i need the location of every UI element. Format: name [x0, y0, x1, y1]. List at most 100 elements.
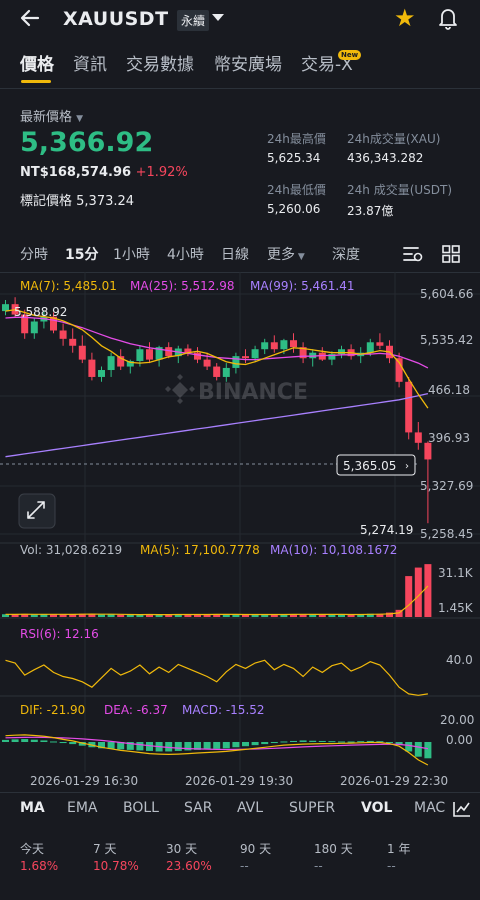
- current-price-value: 5,365.05: [343, 459, 396, 473]
- volume-bar: [414, 567, 422, 617]
- candle-body: [338, 349, 345, 355]
- macd-bar: [261, 742, 269, 745]
- indicator-ema[interactable]: EMA: [67, 800, 98, 816]
- indicator-tabs: MA EMA BOLL SAR AVL SUPER VOL MAC: [0, 800, 480, 822]
- interval-depth[interactable]: 深度: [332, 247, 360, 263]
- symbol-title[interactable]: XAUUSDT: [63, 8, 169, 30]
- rsi-legend: RSI(6): 12.16: [20, 627, 99, 641]
- macd-bar: [376, 741, 384, 743]
- last-price: 5,366.92: [20, 127, 154, 158]
- perf-90d: 90 天 --: [240, 840, 271, 873]
- macd-bar: [251, 742, 259, 746]
- candle-body: [251, 349, 259, 359]
- volume-bar: [261, 614, 269, 617]
- volume-bar: [386, 612, 393, 617]
- candle-body: [98, 370, 105, 377]
- macd-bar: [98, 742, 105, 749]
- macd-bar: [414, 742, 422, 757]
- tab-info[interactable]: 資訊: [73, 55, 107, 75]
- perf-today: 今天 1.68%: [20, 840, 58, 873]
- rsi-line: [5, 659, 428, 696]
- candle-body: [328, 354, 336, 360]
- back-arrow-icon[interactable]: [18, 6, 46, 32]
- volume-bar: [222, 614, 230, 617]
- candle-body: [184, 348, 192, 353]
- tab-binance-square[interactable]: 幣安廣場: [214, 55, 282, 75]
- macd-bar: [117, 742, 125, 750]
- candle-body: [203, 359, 211, 367]
- indicator-super[interactable]: SUPER: [289, 800, 336, 816]
- macd-bar: [424, 742, 432, 759]
- volume-bar: [251, 614, 259, 617]
- favorite-star-icon[interactable]: ★: [394, 4, 416, 32]
- candle-body: [395, 358, 403, 382]
- bell-icon[interactable]: [436, 5, 460, 31]
- tab-trading-data[interactable]: 交易數據: [126, 55, 194, 75]
- volume-bar: [290, 614, 297, 617]
- divider: [0, 88, 480, 89]
- perf-value: 23.60%: [166, 859, 212, 873]
- candle-body: [21, 314, 29, 334]
- indicator-vol[interactable]: VOL: [361, 800, 393, 816]
- volume-bar: [2, 614, 9, 617]
- volume-bar: [136, 614, 144, 617]
- dif-line: [5, 734, 429, 766]
- kline-chart[interactable]: BINANCE MA(7): 5,485.01 MA(25): 5,512.98…: [0, 272, 480, 772]
- candle-body: [290, 340, 297, 348]
- current-price-tag[interactable]: 5,365.05 ›: [336, 454, 416, 476]
- macd-bar: [318, 740, 326, 742]
- interval-more-label: 更多: [267, 247, 295, 263]
- candle-body: [318, 352, 326, 360]
- indicator-boll[interactable]: BOLL: [123, 800, 159, 816]
- indicator-ma[interactable]: MA: [20, 800, 45, 816]
- candle-body: [270, 342, 278, 350]
- caret-down-icon: ▼: [295, 252, 305, 262]
- macd-bar: [290, 740, 297, 742]
- interval-daily[interactable]: 日線: [221, 247, 249, 263]
- candle-body: [146, 349, 153, 360]
- interval-more[interactable]: 更多 ▼: [267, 244, 305, 264]
- candle-body: [126, 361, 134, 367]
- interval-15m[interactable]: 15分: [65, 247, 99, 263]
- tab-price[interactable]: 價格: [20, 55, 54, 75]
- chart-settings-icon[interactable]: [402, 244, 424, 268]
- perf-1y: 1 年 --: [387, 840, 410, 873]
- interval-line[interactable]: 分時: [20, 247, 48, 263]
- chart-grid: [0, 272, 480, 772]
- volume-bar: [40, 614, 48, 617]
- macd-bar: [11, 739, 19, 742]
- volume-legend: Vol: 31,028.6219: [20, 543, 122, 557]
- macd-axis-label: 20.00: [440, 713, 474, 727]
- perf-label: 180 天: [314, 842, 353, 856]
- volume-bar: [117, 614, 125, 617]
- volume-bar: [184, 614, 192, 617]
- candle-body: [232, 356, 240, 368]
- tab-trade-x[interactable]: 交易-X: [301, 55, 353, 75]
- fullscreen-button[interactable]: [18, 493, 56, 529]
- macd-bar: [232, 742, 240, 748]
- latest-price-label[interactable]: 最新價格 ▼: [20, 106, 83, 125]
- indicator-settings-icon[interactable]: [450, 800, 472, 822]
- indicator-macd[interactable]: MAC: [414, 800, 446, 816]
- volume-axis-label: 31.1K: [438, 566, 474, 580]
- macd-bar: [184, 742, 192, 751]
- indicator-sar[interactable]: SAR: [184, 800, 213, 816]
- volume-bar: [98, 614, 105, 617]
- layout-grid-icon[interactable]: [441, 244, 461, 268]
- macd-bar: [21, 739, 29, 742]
- volume-bar: [280, 614, 288, 617]
- indicator-avl[interactable]: AVL: [237, 800, 264, 816]
- candle-body: [213, 366, 221, 377]
- candle-body: [424, 442, 432, 460]
- perf-label: 30 天: [166, 842, 198, 856]
- volume-bar: [155, 614, 163, 617]
- candle-body: [50, 316, 57, 331]
- interval-4h[interactable]: 4小時: [167, 247, 204, 263]
- ma99-line: [5, 392, 429, 458]
- macd-bar: [59, 742, 67, 744]
- twd-price: NT$168,574.96: [20, 165, 132, 180]
- latest-price-label-text: 最新價格: [20, 110, 73, 125]
- interval-1h[interactable]: 1小時: [113, 247, 150, 263]
- chevron-down-icon[interactable]: [212, 14, 224, 21]
- volume-bar: [146, 614, 153, 617]
